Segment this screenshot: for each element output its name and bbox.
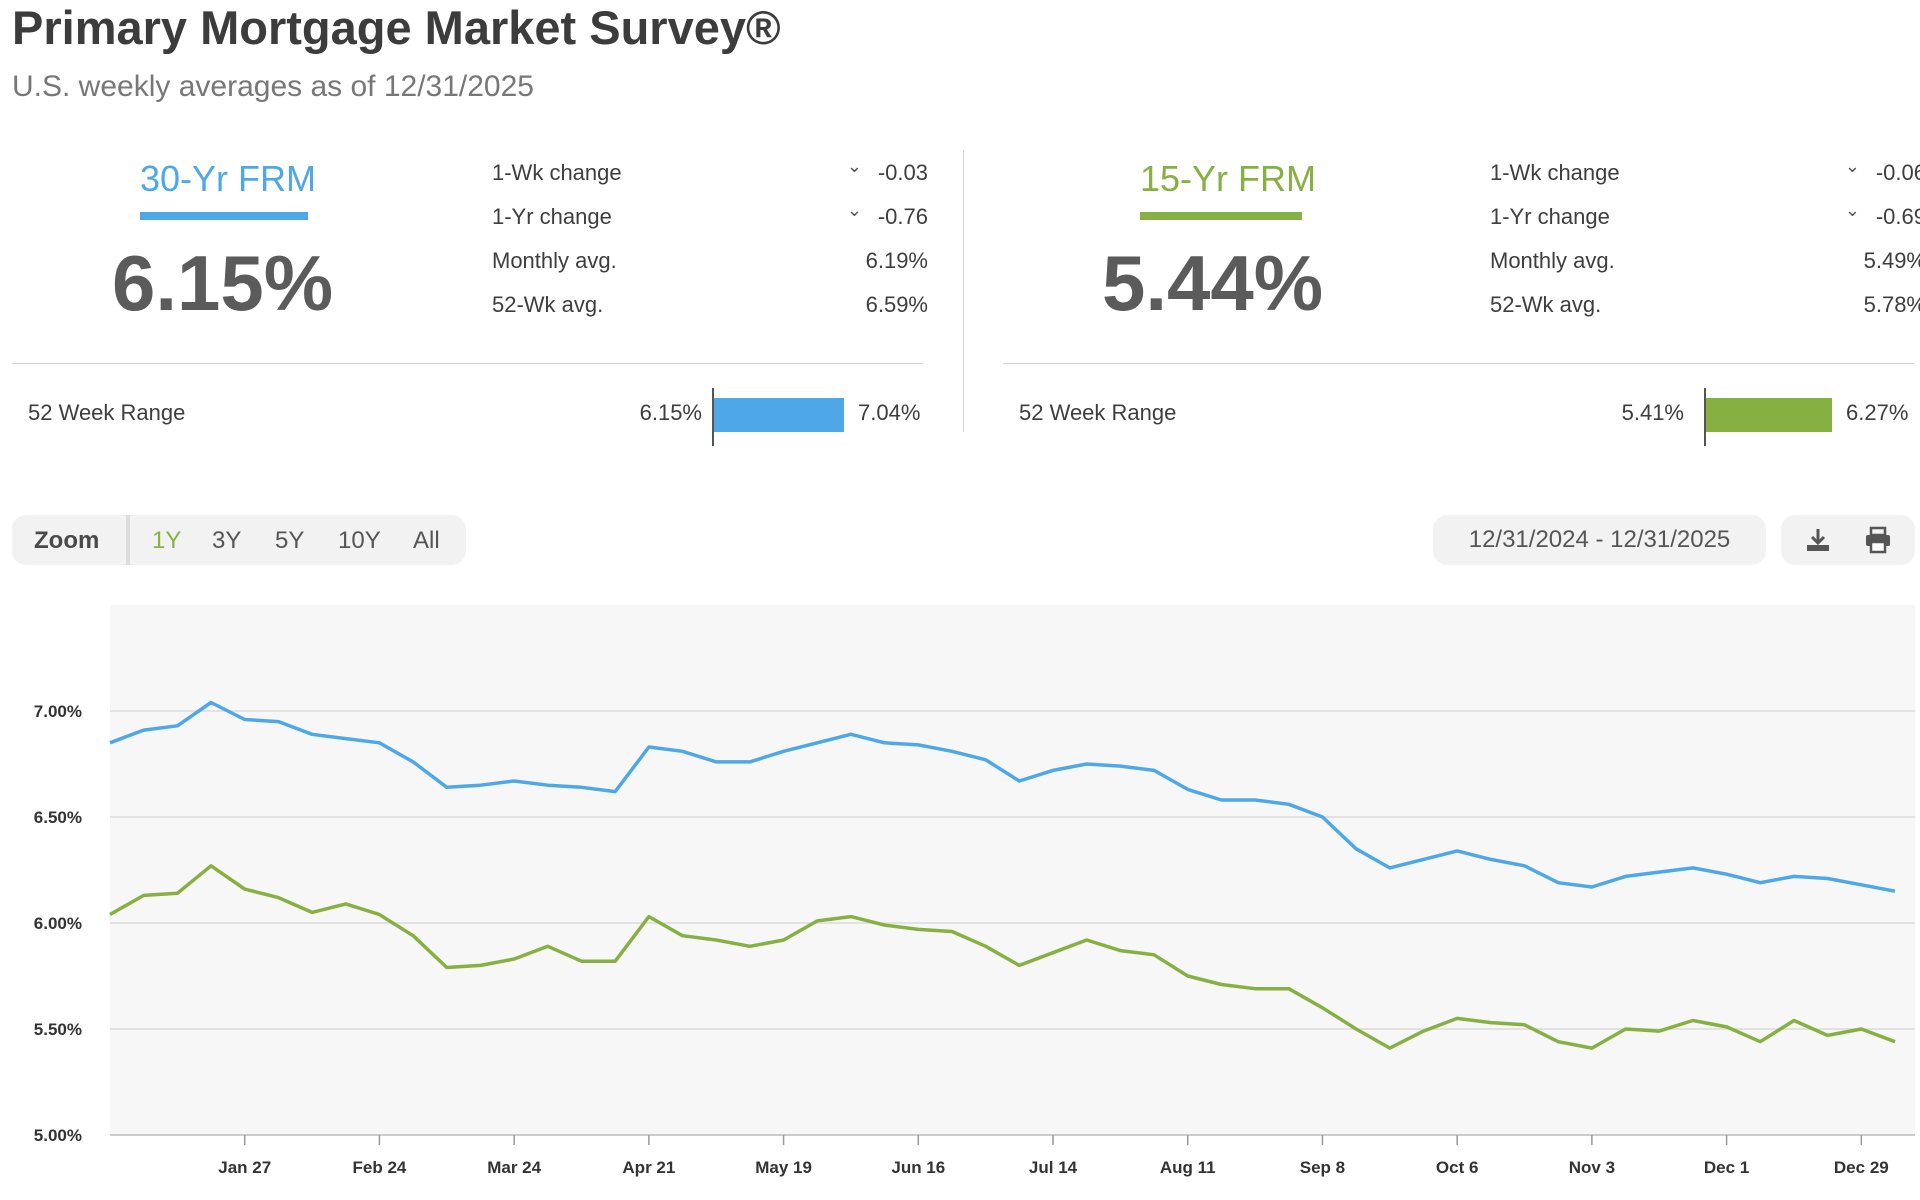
series-line-15yr[interactable] xyxy=(109,864,1896,1050)
divider xyxy=(12,363,923,364)
stat-value: 6.59% xyxy=(865,292,928,317)
zoom-10y-button[interactable]: 10Y xyxy=(338,527,381,554)
y-tick-label: 5.50% xyxy=(34,1020,82,1039)
divider xyxy=(1003,363,1914,364)
zoom-control: Zoom 1Y 3Y 5Y 10Y All xyxy=(12,515,466,565)
zoom-3y-button[interactable]: 3Y xyxy=(212,527,242,554)
chevron-down-icon: ⌄ xyxy=(846,200,862,220)
x-tick-label: Feb 24 xyxy=(353,1158,407,1177)
stat-label: Monthly avg. xyxy=(492,248,617,273)
stat-value: 5.78% xyxy=(1863,292,1920,317)
plot-area xyxy=(110,605,1915,1135)
y-tick-label: 6.00% xyxy=(34,914,82,933)
range-marker xyxy=(712,388,714,446)
frm15-name[interactable]: 15-Yr FRM xyxy=(1140,158,1317,199)
stat-row: Monthly avg. 5.49% xyxy=(1490,244,1920,288)
y-tick-label: 7.00% xyxy=(34,702,82,721)
y-tick-label: 5.00% xyxy=(34,1126,82,1145)
stat-value: -0.69 xyxy=(1875,204,1920,229)
y-tick-label: 6.50% xyxy=(34,808,82,827)
stat-row: 52-Wk avg. 5.78% xyxy=(1490,288,1920,332)
series-line-30yr[interactable] xyxy=(109,700,1896,893)
stat-value: -0.06 xyxy=(1875,160,1920,185)
stat-value: -0.03 xyxy=(877,160,928,185)
frm15-stats: 1-Wk change ⌄ -0.06 1-Yr change ⌄ -0.69 … xyxy=(1490,156,1920,332)
stat-label: 52-Wk avg. xyxy=(492,292,604,317)
stat-row: 52-Wk avg. 6.59% xyxy=(492,288,928,332)
range-label: 52 Week Range xyxy=(28,400,186,425)
page-title: Primary Mortgage Market Survey® xyxy=(12,1,781,54)
frm30-name[interactable]: 30-Yr FRM xyxy=(140,158,317,199)
x-tick-label: Aug 11 xyxy=(1160,1158,1216,1177)
rate-chart: 7.00% 6.50% 6.00% 5.50% 5.00% Jan 27 Feb 24 Ma… xyxy=(34,605,1915,1177)
x-tick-label: Apr 21 xyxy=(622,1158,675,1177)
frm15-rate: 5.44% xyxy=(1102,239,1324,327)
stat-row: 1-Wk change ⌄ -0.03 xyxy=(492,156,928,200)
stat-row: Monthly avg. 6.19% xyxy=(492,244,928,288)
frm15-underline xyxy=(1140,212,1302,220)
range-low: 5.41% xyxy=(1621,400,1684,425)
stat-value: 5.49% xyxy=(1863,248,1920,273)
range-high: 6.27% xyxy=(1846,400,1909,425)
x-tick-label: Dec 29 xyxy=(1834,1158,1889,1177)
stat-row: 1-Yr change ⌄ -0.69 xyxy=(1490,200,1920,244)
stat-label: 1-Yr change xyxy=(492,204,612,229)
x-tick-label: Sep 8 xyxy=(1300,1158,1345,1177)
date-range-selector[interactable]: 12/31/2024 - 12/31/2025 xyxy=(1433,515,1766,565)
x-tick-label: Jul 14 xyxy=(1029,1158,1078,1177)
stat-label: Monthly avg. xyxy=(1490,248,1615,273)
range-low: 6.15% xyxy=(639,400,702,425)
range-high: 7.04% xyxy=(858,400,921,425)
zoom-separator xyxy=(126,515,130,565)
x-tick-label: Jan 27 xyxy=(218,1158,271,1177)
frm30-underline xyxy=(140,212,308,220)
range-bar xyxy=(714,398,844,432)
download-icon[interactable] xyxy=(1803,525,1833,555)
range-bar xyxy=(1706,398,1832,432)
chart-tools xyxy=(1781,515,1915,565)
frm30-rate: 6.15% xyxy=(112,239,334,327)
x-tick-label: Jun 16 xyxy=(891,1158,945,1177)
zoom-5y-button[interactable]: 5Y xyxy=(275,527,305,554)
stat-value: -0.76 xyxy=(877,204,928,229)
zoom-all-button[interactable]: All xyxy=(413,527,440,554)
x-tick-label: Oct 6 xyxy=(1436,1158,1479,1177)
x-tick-label: May 19 xyxy=(755,1158,812,1177)
range-marker xyxy=(1704,388,1706,446)
stat-label: 52-Wk avg. xyxy=(1490,292,1602,317)
chevron-down-icon: ⌄ xyxy=(1844,200,1860,220)
x-tick-label: Mar 24 xyxy=(487,1158,541,1177)
stat-label: 1-Wk change xyxy=(492,160,622,185)
range-label: 52 Week Range xyxy=(1019,400,1177,425)
stat-label: 1-Yr change xyxy=(1490,204,1610,229)
stat-row: 1-Wk change ⌄ -0.06 xyxy=(1490,156,1920,200)
chevron-down-icon: ⌄ xyxy=(846,156,862,176)
printer-icon[interactable] xyxy=(1863,525,1893,555)
page-subtitle: U.S. weekly averages as of 12/31/2025 xyxy=(12,70,534,103)
stat-value: 6.19% xyxy=(865,248,928,273)
frm15-panel: 15-Yr FRM 5.44% 1-Wk change ⌄ -0.06 1-Yr… xyxy=(1003,150,1920,470)
x-tick-label: Nov 3 xyxy=(1569,1158,1615,1177)
x-tick-label: Dec 1 xyxy=(1704,1158,1749,1177)
zoom-1y-button[interactable]: 1Y xyxy=(152,527,182,554)
frm30-panel: 30-Yr FRM 6.15% 1-Wk change ⌄ -0.03 1-Yr… xyxy=(12,150,928,470)
frm30-stats: 1-Wk change ⌄ -0.03 1-Yr change ⌄ -0.76 … xyxy=(492,156,928,332)
stat-label: 1-Wk change xyxy=(1490,160,1620,185)
stat-row: 1-Yr change ⌄ -0.76 xyxy=(492,200,928,244)
zoom-label: Zoom xyxy=(34,527,100,554)
panel-divider xyxy=(963,150,964,432)
chevron-down-icon: ⌄ xyxy=(1844,156,1860,176)
